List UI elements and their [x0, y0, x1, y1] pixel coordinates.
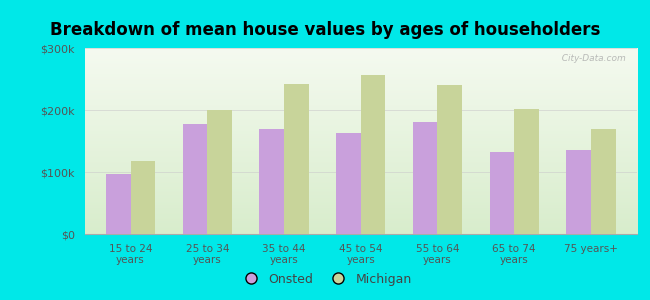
- Bar: [361, 75, 385, 234]
- Bar: [106, 174, 131, 234]
- Bar: [336, 133, 361, 234]
- Bar: [131, 161, 155, 234]
- Bar: [566, 150, 591, 234]
- Bar: [413, 122, 437, 234]
- Bar: [489, 152, 514, 234]
- Bar: [183, 124, 207, 234]
- Bar: [514, 109, 539, 234]
- Bar: [259, 129, 284, 234]
- Bar: [207, 110, 232, 234]
- Bar: [284, 84, 309, 234]
- Bar: [591, 129, 616, 234]
- Bar: [437, 85, 462, 234]
- Legend: Onsted, Michigan: Onsted, Michigan: [233, 268, 417, 291]
- Text: Breakdown of mean house values by ages of householders: Breakdown of mean house values by ages o…: [50, 21, 600, 39]
- Text: City-Data.com: City-Data.com: [556, 54, 626, 63]
